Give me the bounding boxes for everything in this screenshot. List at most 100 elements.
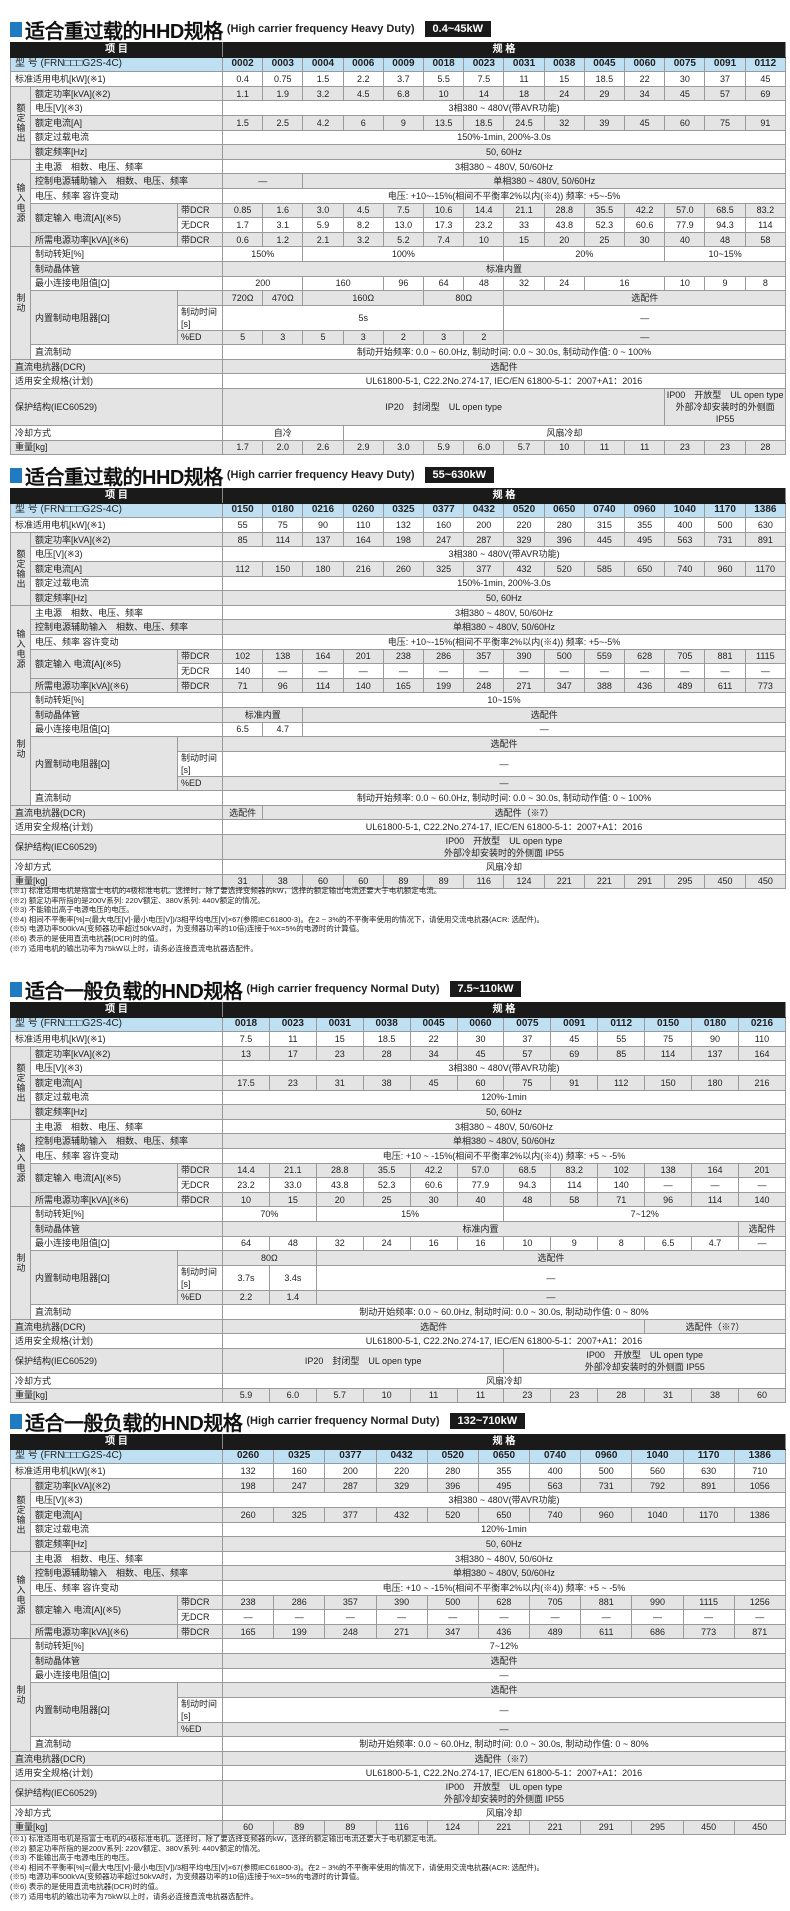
spec-row: 标准适用电机[kW](※1) 132 160 200 220 280 355 400 500 56… — [10, 1463, 786, 1479]
spec-cell: 720Ω — [221, 290, 264, 306]
spec-cell: 1.7 — [221, 217, 264, 233]
spec-cell: 891 — [682, 1477, 735, 1494]
model-code: 0004 — [302, 56, 344, 73]
spec-cell: 355 — [624, 517, 666, 533]
spec-cell: 标准内置 — [222, 1220, 739, 1237]
spec-cell: 34 — [624, 85, 666, 102]
row-label: 额定输入 电流[A](※5) — [30, 1594, 178, 1625]
spec-row: 额定频率[Hz] 50, 60Hz — [11, 1104, 786, 1120]
spec-cell: 138 — [262, 648, 304, 665]
model-code: 1040 — [664, 502, 706, 519]
spec-cell: 2.5 — [262, 114, 304, 131]
spec-cell: 11 — [624, 439, 666, 456]
row-sublabel: %ED — [177, 329, 223, 346]
spec-cell: 773 — [744, 677, 787, 694]
spec-cell: 180 — [691, 1074, 739, 1091]
spec-cell: 2.9 — [342, 439, 384, 456]
spec-cell: 436 — [477, 1623, 531, 1640]
spec-cell: 11 — [409, 1387, 458, 1404]
model-code: 0216 — [302, 502, 344, 519]
row-label: 电压、频率 容许变动 — [30, 1579, 223, 1596]
row-label: 制动晶体管 — [30, 1220, 223, 1237]
spec-cell: IP20 封闭型 UL open type — [221, 388, 666, 427]
title-zh: 适合重过载的HHD规格 — [25, 20, 223, 43]
spec-cell: 10 — [463, 231, 505, 248]
spec-cell: 71 — [221, 677, 264, 694]
spec-cell: 89 — [324, 1819, 377, 1836]
row-sublabel: 带DCR — [177, 202, 223, 219]
spec-cell: 31 — [221, 873, 264, 890]
spec-cell: 201 — [737, 1162, 786, 1179]
spec-cell: 60.6 — [409, 1177, 458, 1193]
row-label: 额定电流[A] — [30, 1074, 223, 1091]
spec-cell: 60 — [737, 1387, 786, 1404]
spec-cell: 60 — [221, 1819, 275, 1836]
spec-row: 最小连接电阻值[Ω] 64 48 32 24 16 16 10 9 8 6.5 4.7— — [11, 1235, 786, 1252]
spec-cell: 80Ω — [222, 1250, 317, 1266]
spec-cell: 7~12% — [222, 1638, 786, 1654]
spec-cell: 3.1 — [262, 217, 304, 233]
spec-cell: — — [543, 663, 585, 679]
spec-cell: 710 — [733, 1463, 786, 1479]
spec-cell: 160 — [302, 275, 384, 292]
spec-cell: IP00 开放型 UL open type 外部冷却安装时的外侧面 IP55 — [222, 1780, 786, 1807]
spec-row: 额定电流[A] 260 325 377 432 520 650 740 960 1040 1170 1… — [11, 1506, 786, 1523]
spec-cell: 198 — [221, 1477, 275, 1494]
spec-cell: 48 — [463, 275, 505, 292]
spec-row: 控制电源辅助输入 相数、电压、频率 单相380 ~ 480V, 50/60Hz — [11, 1565, 786, 1581]
spec-cell: 132 — [382, 517, 425, 533]
model-code: 0023 — [463, 56, 505, 73]
spec-cell: 24 — [543, 275, 585, 292]
row-label: 额定功率[kVA](※2) — [30, 531, 223, 548]
spec-cell: 3.4s — [268, 1264, 317, 1291]
spec-row: 制动 制动转矩[%] 150% 100% 20% 10~15% — [10, 246, 787, 360]
row-label: 标准适用电机[kW](※1) — [10, 1463, 223, 1479]
spec-cell: 280 — [426, 1463, 479, 1479]
spec-cell: 295 — [631, 1819, 684, 1836]
spec-cell: 7.5 — [382, 202, 425, 219]
spec-cell: 1386 — [733, 1506, 786, 1523]
row-label: 保护结构(IEC60529) — [10, 834, 223, 861]
spec-cell: 124 — [426, 1819, 479, 1836]
header-spec: 规 格 — [222, 1002, 786, 1018]
spec-cell: 329 — [503, 531, 545, 548]
spec-cell: 制动开始频率: 0.0 ~ 60.0Hz, 制动时间: 0.0 ~ 30.0s,… — [222, 1736, 786, 1752]
spec-cell: 5.2 — [382, 231, 425, 248]
spec-cell: 55 — [597, 1031, 646, 1047]
model-code: 0432 — [375, 1448, 428, 1465]
row-label: 适用安全规格(计划) — [10, 1333, 223, 1350]
model-code: 0180 — [262, 502, 304, 519]
spec-cell: 35.5 — [362, 1162, 411, 1179]
row-sublabel: 无DCR — [177, 663, 223, 679]
spec-cell: 396 — [426, 1477, 479, 1494]
spec-cell: 电压: +10~-15%(相间不平衡率2%以内(※4)) 频率: +5~-5% — [221, 633, 787, 650]
spec-cell: 377 — [463, 560, 505, 577]
spec-cell: 247 — [423, 531, 465, 548]
spec-cell: 选配件 — [221, 804, 264, 821]
model-code: 0091 — [550, 1016, 599, 1033]
spec-row: 额定输入 电流[A](※5) 带DCR 0.85 1.6 3.0 4.5 7.5 10.6 14… — [11, 202, 787, 233]
model-code: 0038 — [362, 1016, 411, 1033]
spec-cell: 520 — [543, 560, 585, 577]
spec-cell: 风扇冷却 — [222, 1373, 786, 1389]
spec-cell: 94.3 — [503, 1177, 552, 1193]
model-label: 型 号 (FRN□□□G2S-4C) — [10, 1448, 223, 1465]
spec-cell: 5.7 — [315, 1387, 364, 1404]
row-label: 主电源 相数、电压、频率 — [30, 1550, 223, 1567]
header-spec: 规 格 — [221, 42, 787, 58]
spec-cell: 1.9 — [262, 85, 304, 102]
spec-cell: — — [221, 1609, 275, 1625]
row-sublabel: 制动时间[s] — [177, 750, 223, 777]
spec-cell: 45 — [624, 114, 666, 131]
spec-cell: 电压: +10~-15%(相间不平衡率2%以内(※4)) 频率: +5~-5% — [221, 187, 787, 204]
model-code: 0031 — [503, 56, 545, 73]
spec-cell: 773 — [682, 1623, 735, 1640]
spec-cell: 450 — [733, 1819, 786, 1836]
spec-cell: 165 — [221, 1623, 275, 1640]
spec-cell: — — [737, 1235, 786, 1252]
spec-cell: 291 — [624, 873, 666, 890]
row-label: 内置制动电阻器[Ω] — [30, 1250, 178, 1306]
spec-cell: 选配件（※7） — [222, 1750, 786, 1767]
section-title: 适合重过载的HHD规格 (High carrier frequency Heavy… — [10, 464, 785, 489]
row-label: 冷却方式 — [10, 859, 223, 875]
